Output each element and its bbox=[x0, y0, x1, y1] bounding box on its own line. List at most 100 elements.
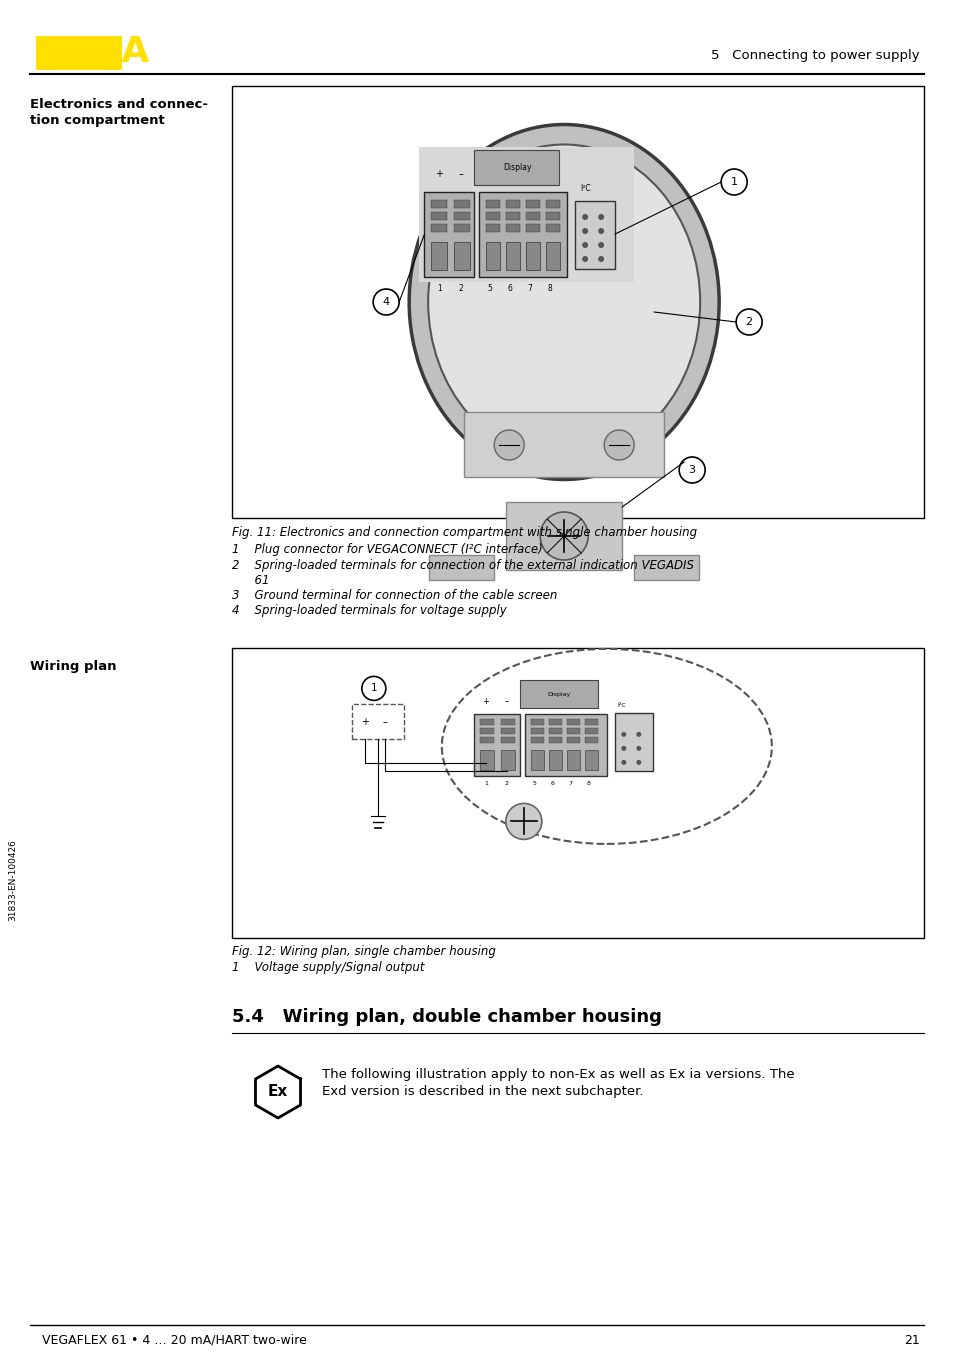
Text: 1: 1 bbox=[730, 177, 737, 187]
Bar bbox=[431, 242, 447, 269]
Text: 6: 6 bbox=[550, 781, 555, 787]
Text: 61: 61 bbox=[232, 574, 269, 588]
Text: I²C: I²C bbox=[579, 184, 590, 194]
Bar bbox=[545, 242, 559, 269]
Ellipse shape bbox=[428, 145, 700, 459]
Text: Display: Display bbox=[547, 692, 570, 697]
Text: 31833-EN-100426: 31833-EN-100426 bbox=[9, 839, 17, 921]
Circle shape bbox=[581, 242, 588, 248]
Bar bbox=[486, 200, 499, 209]
Bar bbox=[548, 728, 561, 734]
Text: Fig. 12: Wiring plan, single chamber housing: Fig. 12: Wiring plan, single chamber hou… bbox=[232, 945, 496, 959]
Bar bbox=[431, 200, 447, 209]
Bar bbox=[548, 719, 561, 726]
Bar bbox=[486, 223, 499, 232]
Bar bbox=[474, 150, 558, 185]
Bar bbox=[454, 223, 470, 232]
Bar bbox=[530, 719, 543, 726]
Text: Fig. 11: Electronics and connection compartment with single chamber housing: Fig. 11: Electronics and connection comp… bbox=[232, 525, 697, 539]
Text: 8: 8 bbox=[586, 781, 590, 787]
Text: 7: 7 bbox=[568, 781, 572, 787]
Text: 2: 2 bbox=[504, 781, 508, 787]
Text: 8: 8 bbox=[547, 284, 552, 292]
Circle shape bbox=[373, 288, 398, 315]
Text: –: – bbox=[504, 697, 509, 707]
Text: +: + bbox=[435, 169, 443, 179]
Bar bbox=[429, 555, 494, 580]
Bar bbox=[500, 738, 515, 743]
Bar bbox=[566, 719, 579, 726]
Text: I²C: I²C bbox=[618, 703, 626, 708]
Text: 5: 5 bbox=[533, 781, 537, 787]
Circle shape bbox=[620, 746, 626, 751]
Text: 3    Ground terminal for connection of the cable screen: 3 Ground terminal for connection of the … bbox=[232, 589, 557, 603]
Text: –: – bbox=[382, 718, 387, 727]
Circle shape bbox=[598, 242, 603, 248]
Text: 4    Spring-loaded terminals for voltage supply: 4 Spring-loaded terminals for voltage su… bbox=[232, 604, 506, 617]
Circle shape bbox=[620, 733, 626, 737]
Bar bbox=[479, 738, 494, 743]
Circle shape bbox=[539, 512, 588, 561]
Text: tion compartment: tion compartment bbox=[30, 114, 165, 127]
Text: 4: 4 bbox=[382, 297, 390, 307]
Circle shape bbox=[494, 431, 523, 460]
Bar bbox=[500, 719, 515, 726]
Bar bbox=[566, 750, 579, 770]
Bar bbox=[526, 200, 539, 209]
Text: Wiring plan: Wiring plan bbox=[30, 659, 116, 673]
Text: 1: 1 bbox=[370, 684, 376, 693]
Circle shape bbox=[736, 309, 761, 334]
Bar bbox=[530, 738, 543, 743]
Bar bbox=[479, 719, 494, 726]
Circle shape bbox=[598, 227, 603, 234]
Bar bbox=[548, 738, 561, 743]
Bar bbox=[232, 649, 923, 938]
Bar bbox=[464, 412, 663, 477]
Bar bbox=[584, 728, 598, 734]
Circle shape bbox=[636, 760, 640, 765]
Bar bbox=[530, 750, 543, 770]
Text: 5: 5 bbox=[487, 284, 492, 292]
Bar bbox=[36, 37, 122, 70]
Bar bbox=[352, 704, 403, 739]
Bar bbox=[519, 681, 598, 708]
Circle shape bbox=[620, 760, 626, 765]
Text: The following illustration apply to non-Ex as well as Ex ia versions. The: The following illustration apply to non-… bbox=[322, 1068, 794, 1080]
Circle shape bbox=[581, 214, 588, 219]
Text: Display: Display bbox=[502, 162, 531, 172]
Text: Exd version is described in the next subchapter.: Exd version is described in the next sub… bbox=[322, 1085, 643, 1098]
Circle shape bbox=[581, 256, 588, 263]
Bar bbox=[486, 242, 499, 269]
Bar bbox=[566, 738, 579, 743]
Bar bbox=[454, 213, 470, 219]
Text: –: – bbox=[458, 169, 463, 179]
Text: 2: 2 bbox=[745, 317, 752, 328]
Text: VEGA: VEGA bbox=[40, 35, 151, 69]
Text: 1    Plug connector for VEGACONNECT (I²C interface): 1 Plug connector for VEGACONNECT (I²C in… bbox=[232, 543, 542, 556]
Bar bbox=[431, 213, 447, 219]
Circle shape bbox=[598, 214, 603, 219]
Bar bbox=[526, 223, 539, 232]
Bar bbox=[566, 728, 579, 734]
Text: 7: 7 bbox=[527, 284, 532, 292]
Bar bbox=[506, 213, 519, 219]
Ellipse shape bbox=[441, 649, 771, 844]
Bar bbox=[614, 714, 652, 772]
Bar bbox=[530, 728, 543, 734]
Bar bbox=[478, 192, 567, 278]
Text: Electronics and connec-: Electronics and connec- bbox=[30, 97, 208, 111]
Text: 5   Connecting to power supply: 5 Connecting to power supply bbox=[711, 49, 919, 61]
Bar bbox=[526, 242, 539, 269]
Circle shape bbox=[361, 677, 385, 700]
Circle shape bbox=[505, 803, 541, 839]
Text: +: + bbox=[482, 697, 489, 707]
Bar bbox=[418, 148, 634, 282]
Bar bbox=[232, 87, 923, 519]
Bar bbox=[431, 223, 447, 232]
Text: 2    Spring-loaded terminals for connection of the external indication VEGADIS: 2 Spring-loaded terminals for connection… bbox=[232, 559, 693, 571]
Text: 1: 1 bbox=[436, 284, 441, 292]
Ellipse shape bbox=[409, 125, 719, 479]
Text: Ex: Ex bbox=[268, 1085, 288, 1099]
Bar bbox=[500, 750, 515, 770]
Circle shape bbox=[636, 746, 640, 751]
